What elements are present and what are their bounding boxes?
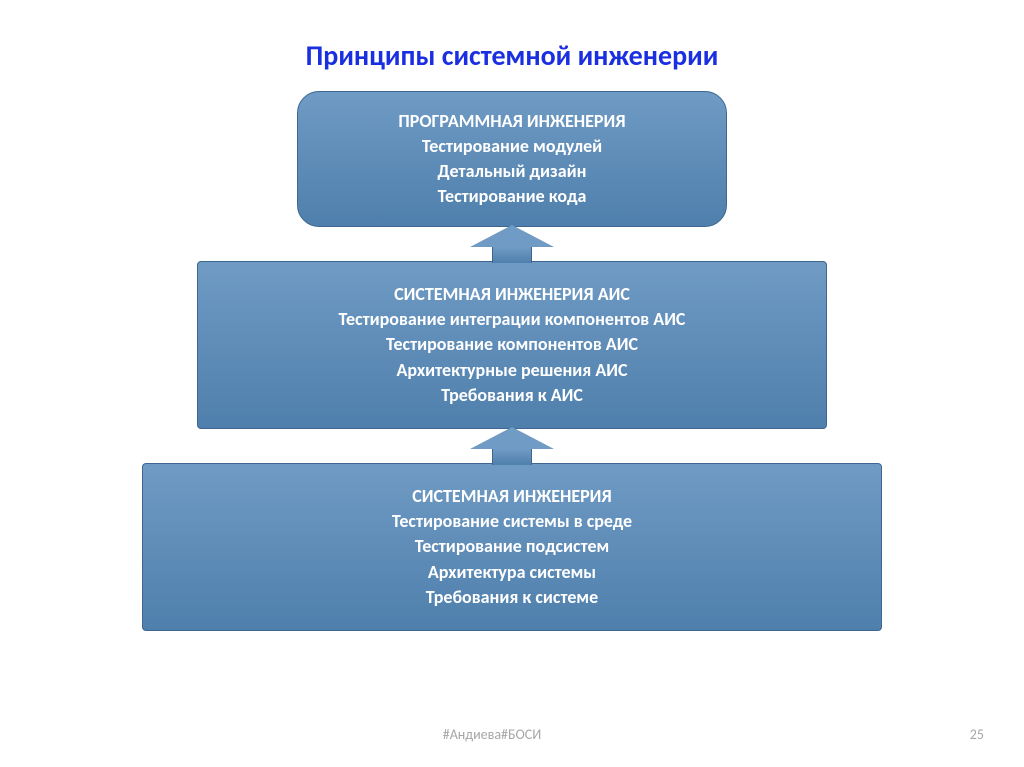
box-header: ПРОГРАММНАЯ ИНЖЕНЕРИЯ	[398, 109, 625, 134]
box-line: Тестирование системы в среде	[392, 509, 632, 534]
diagram-stack: ПРОГРАММНАЯ ИНЖЕНЕРИЯ Тестирование модул…	[0, 91, 1024, 631]
box-line: Тестирование модулей	[422, 134, 602, 159]
box-line: Требования к системе	[426, 585, 598, 610]
box-line: Тестирование подсистем	[415, 534, 610, 559]
box-header: СИСТЕМНАЯ ИНЖЕНЕРИЯ АИС	[394, 282, 630, 307]
page-number: 25	[924, 726, 984, 743]
footer-text: #Андиева#БОСИ	[60, 726, 924, 743]
box-header: СИСТЕМНАЯ ИНЖЕНЕРИЯ	[412, 484, 612, 509]
up-arrow-icon	[470, 427, 554, 465]
slide: Принципы системной инженерии ПРОГРАММНАЯ…	[0, 0, 1024, 767]
box-line: Тестирование интеграции компонентов АИС	[339, 307, 686, 332]
up-arrow-icon	[470, 225, 554, 263]
box-line: Тестирование кода	[438, 184, 587, 209]
box-line: Архитектурные решения АИС	[396, 358, 627, 383]
box-line: Требования к АИС	[441, 383, 583, 408]
box-ais-systems-engineering: СИСТЕМНАЯ ИНЖЕНЕРИЯ АИС Тестирование инт…	[197, 261, 827, 429]
box-line: Архитектура системы	[428, 560, 596, 585]
slide-title: Принципы системной инженерии	[0, 38, 1024, 73]
slide-footer: #Андиева#БОСИ 25	[0, 726, 1024, 743]
box-line: Детальный дизайн	[438, 159, 587, 184]
box-line: Тестирование компонентов АИС	[386, 332, 638, 357]
box-software-engineering: ПРОГРАММНАЯ ИНЖЕНЕРИЯ Тестирование модул…	[297, 91, 727, 227]
box-systems-engineering: СИСТЕМНАЯ ИНЖЕНЕРИЯ Тестирование системы…	[142, 463, 882, 631]
